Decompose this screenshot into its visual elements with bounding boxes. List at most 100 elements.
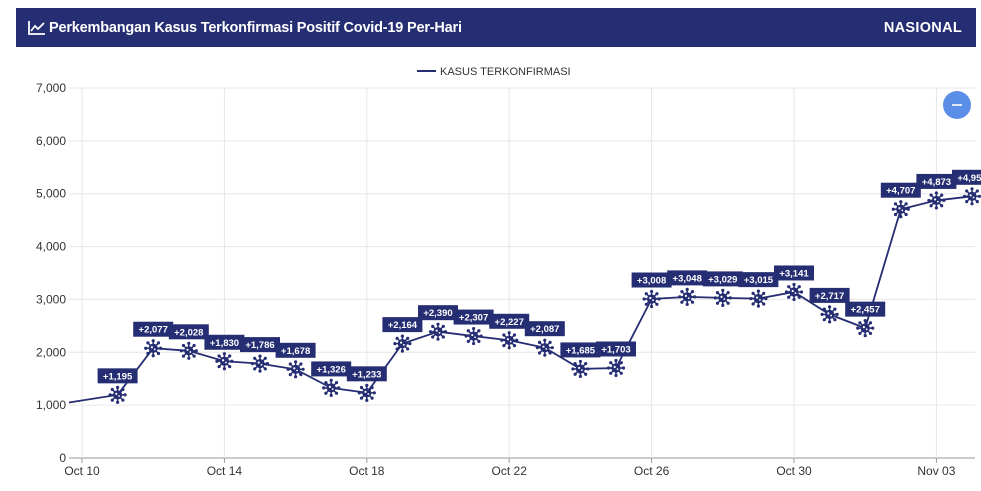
virus-icon[interactable] bbox=[891, 200, 910, 219]
data-label: +2,457 bbox=[845, 301, 886, 317]
data-label-text: +2,390 bbox=[423, 308, 452, 319]
data-labels: +1,195 +2,077 +2,028 +1,830 +1,786 +1,678 +1,3… bbox=[97, 169, 981, 384]
x-tick-label: Oct 30 bbox=[776, 464, 812, 478]
y-tick-label: 4,000 bbox=[36, 240, 66, 254]
x-tick-label: Oct 22 bbox=[492, 464, 528, 478]
data-label: +2,307 bbox=[453, 309, 494, 325]
grid bbox=[69, 87, 975, 459]
data-label: +3,141 bbox=[774, 265, 814, 281]
virus-icon[interactable] bbox=[571, 359, 590, 379]
region-label: NASIONAL bbox=[883, 19, 962, 36]
virus-icon[interactable] bbox=[713, 288, 732, 307]
data-label-text: +1,678 bbox=[281, 346, 310, 357]
legend[interactable]: KASUS TERKONFIRMASI bbox=[417, 66, 571, 78]
zoom-out-button[interactable] bbox=[943, 91, 971, 119]
data-label: +1,326 bbox=[311, 361, 352, 377]
y-tick-label: 7,000 bbox=[36, 81, 66, 95]
data-label: +3,008 bbox=[631, 272, 672, 288]
data-label: +2,227 bbox=[489, 313, 530, 329]
x-tick-label: Oct 10 bbox=[64, 464, 100, 478]
data-label: +3,048 bbox=[667, 270, 708, 286]
virus-icon[interactable] bbox=[500, 331, 519, 350]
data-label-text: +1,786 bbox=[245, 340, 274, 351]
data-label: +4,707 bbox=[880, 182, 921, 198]
data-label-text: +3,015 bbox=[744, 275, 774, 286]
chart-header: Perkembangan Kasus Terkonfirmasi Positif… bbox=[16, 8, 976, 47]
virus-icon[interactable] bbox=[464, 326, 483, 346]
line-chart-icon bbox=[28, 20, 45, 35]
data-label: +2,390 bbox=[418, 305, 458, 321]
chart-title: Perkembangan Kasus Terkonfirmasi Positif… bbox=[49, 19, 462, 36]
y-axis: 0 1,000 2,000 3,000 4,000 5,000 6,000 7,000 bbox=[36, 81, 66, 465]
data-label-text: +1,326 bbox=[317, 364, 346, 375]
data-label-text: +4,951 bbox=[957, 173, 981, 184]
data-label-text: +1,703 bbox=[601, 344, 630, 355]
x-tick-label: Oct 14 bbox=[207, 464, 243, 478]
virus-icon[interactable] bbox=[962, 187, 981, 206]
data-label-text: +4,873 bbox=[922, 177, 951, 188]
virus-icon[interactable] bbox=[784, 282, 804, 302]
y-tick-label: 0 bbox=[59, 451, 66, 465]
virus-icon[interactable] bbox=[322, 378, 341, 398]
virus-icon[interactable] bbox=[250, 354, 270, 373]
line-chart: KASUS TERKONFIRMASI 0 1,000 2,000 3,000 4,00… bbox=[36, 66, 981, 478]
y-tick-label: 3,000 bbox=[36, 292, 66, 306]
data-label-text: +3,048 bbox=[673, 273, 702, 284]
data-label-text: +2,457 bbox=[851, 305, 880, 316]
x-axis: Oct 10 Oct 14 Oct 18 Oct 22 Oct 26 Oct 30 Nov … bbox=[64, 458, 956, 478]
virus-icon[interactable] bbox=[357, 383, 376, 402]
legend-label[interactable]: KASUS TERKONFIRMASI bbox=[440, 66, 571, 78]
data-label-text: +3,008 bbox=[637, 276, 666, 287]
data-label: +4,873 bbox=[916, 173, 957, 189]
data-label: +2,028 bbox=[168, 324, 209, 340]
virus-icon[interactable] bbox=[927, 191, 946, 210]
data-label: +3,029 bbox=[702, 271, 743, 287]
data-label: +1,830 bbox=[204, 334, 245, 350]
y-tick-label: 1,000 bbox=[36, 398, 66, 412]
data-label: +2,717 bbox=[809, 287, 850, 303]
data-label: +1,685 bbox=[560, 342, 601, 358]
virus-icon[interactable] bbox=[428, 322, 448, 341]
virus-icon[interactable] bbox=[108, 385, 127, 404]
data-label-text: +2,307 bbox=[459, 313, 488, 324]
data-label: +4,951 bbox=[952, 169, 981, 185]
y-tick-label: 5,000 bbox=[36, 187, 66, 201]
virus-icon[interactable] bbox=[749, 289, 768, 308]
virus-icon[interactable] bbox=[286, 360, 305, 379]
virus-icon[interactable] bbox=[856, 319, 875, 338]
data-label: +3,015 bbox=[738, 272, 779, 288]
data-label: +1,786 bbox=[240, 337, 280, 353]
data-label-text: +1,233 bbox=[352, 369, 381, 380]
data-label: +1,195 bbox=[97, 368, 138, 384]
markers bbox=[108, 187, 981, 404]
data-label-text: +2,087 bbox=[530, 324, 559, 335]
data-label-text: +1,830 bbox=[210, 338, 239, 349]
data-label: +2,077 bbox=[133, 321, 174, 337]
data-label-text: +3,141 bbox=[779, 268, 809, 279]
x-tick-label: Oct 26 bbox=[634, 464, 670, 478]
virus-icon[interactable] bbox=[606, 358, 626, 378]
data-label-text: +1,195 bbox=[103, 371, 133, 382]
data-label-text: +2,164 bbox=[388, 320, 418, 331]
y-tick-label: 6,000 bbox=[36, 134, 66, 148]
data-label: +1,678 bbox=[275, 342, 316, 358]
virus-icon[interactable] bbox=[678, 287, 697, 306]
virus-icon[interactable] bbox=[215, 352, 234, 371]
data-label: +1,233 bbox=[346, 366, 387, 382]
virus-icon[interactable] bbox=[535, 338, 554, 357]
virus-icon[interactable] bbox=[393, 334, 412, 353]
virus-icon[interactable] bbox=[820, 305, 839, 324]
virus-icon[interactable] bbox=[179, 341, 198, 360]
y-tick-label: 2,000 bbox=[36, 345, 66, 359]
virus-icon[interactable] bbox=[642, 289, 661, 309]
data-label-text: +3,029 bbox=[708, 274, 737, 285]
data-label-text: +4,707 bbox=[886, 186, 915, 197]
data-label-text: +2,227 bbox=[495, 317, 524, 328]
data-label-text: +2,717 bbox=[815, 291, 844, 302]
data-label-text: +2,028 bbox=[174, 327, 203, 338]
virus-icon[interactable] bbox=[144, 339, 163, 358]
data-label: +2,087 bbox=[524, 321, 565, 337]
x-tick-label: Nov 03 bbox=[917, 464, 955, 478]
data-label-text: +2,077 bbox=[139, 325, 168, 336]
x-tick-label: Oct 18 bbox=[349, 464, 385, 478]
